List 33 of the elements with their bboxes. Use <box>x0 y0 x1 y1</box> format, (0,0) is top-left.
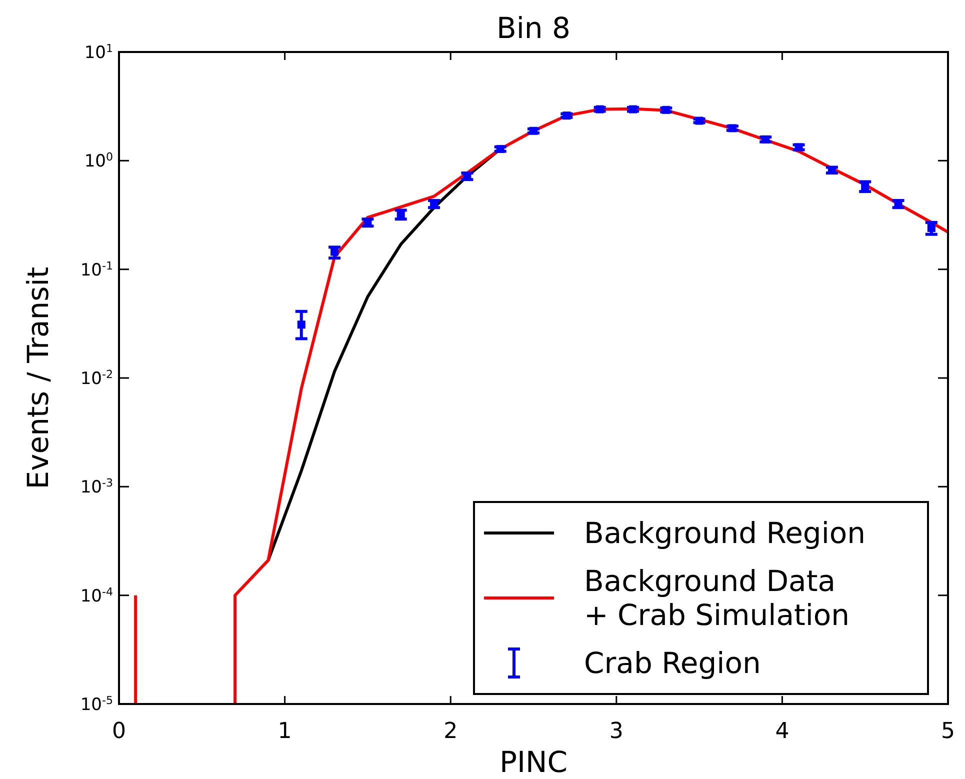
point <box>662 106 670 114</box>
x-tick-label: 4 <box>775 719 790 744</box>
legend-label: Background Region <box>584 516 866 550</box>
y-tick-label: 10$^{0}$ <box>84 150 113 172</box>
point <box>496 145 504 154</box>
chart-title: Bin 8 <box>496 11 571 45</box>
point <box>762 135 770 144</box>
y-tick-label: 10$^{-1}$ <box>80 258 113 280</box>
point <box>861 182 870 190</box>
point <box>695 116 704 125</box>
point <box>628 105 637 114</box>
x-tick-label: 0 <box>112 719 126 744</box>
point <box>562 112 571 120</box>
x-axis-title: PINC <box>500 745 568 779</box>
x-tick-label: 1 <box>278 719 292 744</box>
y-axis-title: Events / Transit <box>21 266 55 490</box>
point <box>596 105 604 114</box>
y-tick-label: 10$^{-5}$ <box>80 694 113 715</box>
x-tick-label: 5 <box>941 719 955 744</box>
point <box>330 248 339 256</box>
x-tick-label: 2 <box>444 719 458 744</box>
point <box>728 124 736 132</box>
point <box>927 224 936 232</box>
y-tick-label: 10$^{-3}$ <box>80 476 113 498</box>
point <box>297 320 306 329</box>
y-tick-label: 10$^{1}$ <box>84 42 113 63</box>
y-tick-label: 10$^{-4}$ <box>80 584 113 606</box>
legend-label: Crab Region <box>584 646 761 680</box>
x-tick-label: 3 <box>609 719 624 744</box>
legend-label: Background Data + Crab Simulation <box>584 564 850 632</box>
point <box>794 143 803 152</box>
point <box>530 126 538 135</box>
y-tick-label: 10$^{-2}$ <box>80 368 113 389</box>
